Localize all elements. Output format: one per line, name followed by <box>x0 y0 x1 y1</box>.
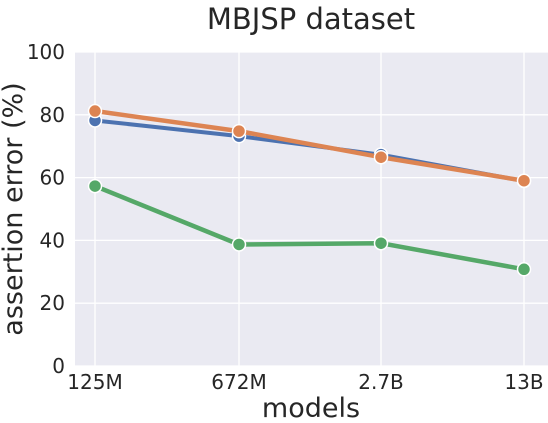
x-tick-label: 672M <box>211 370 266 394</box>
y-tick-label: 80 <box>40 103 65 127</box>
gridlines <box>75 51 548 367</box>
series-line <box>92 108 527 183</box>
x-tick-label: 13B <box>504 370 543 394</box>
y-tick-label: 40 <box>40 228 65 252</box>
series-group <box>87 103 532 277</box>
x-tick-label: 125M <box>67 370 122 394</box>
data-point <box>373 149 389 165</box>
y-tick-label: 0 <box>52 354 65 378</box>
series-line <box>92 183 527 272</box>
data-point <box>87 178 103 194</box>
x-tick-labels: 125M 672M 2.7B 13B <box>67 370 543 394</box>
y-axis-label: assertion error (%) <box>0 82 29 335</box>
y-tick-labels: 0 20 40 60 80 100 <box>27 40 65 378</box>
x-axis-label: models <box>262 393 360 423</box>
data-point <box>516 173 532 188</box>
y-tick-label: 60 <box>40 166 65 190</box>
y-tick-label: 20 <box>40 291 65 315</box>
series-1 <box>87 103 532 188</box>
x-tick-label: 2.7B <box>358 370 404 394</box>
data-point <box>516 262 532 277</box>
data-point <box>231 123 247 139</box>
series-2 <box>87 178 532 277</box>
y-tick-label: 100 <box>27 40 65 64</box>
data-point <box>373 235 389 251</box>
chart-title: MBJSP dataset <box>207 2 415 36</box>
data-point <box>87 103 103 119</box>
data-point <box>231 237 247 252</box>
